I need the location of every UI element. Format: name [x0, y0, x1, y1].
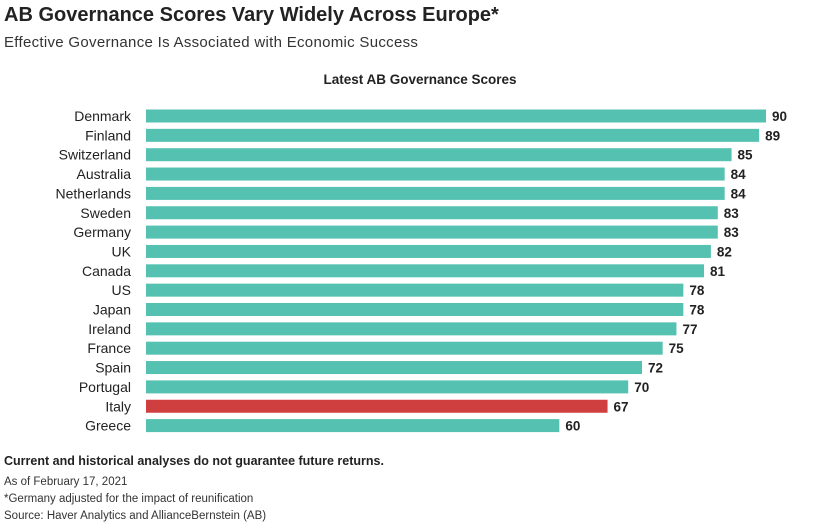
- category-label-germany: Germany: [73, 224, 131, 240]
- footnote: *Germany adjusted for the impact of reun…: [4, 493, 254, 505]
- value-label-uk: 82: [717, 244, 732, 259]
- bar-spain: [146, 361, 642, 375]
- category-label-finland: Finland: [85, 127, 131, 143]
- category-label-spain: Spain: [95, 360, 131, 376]
- as-of-date: As of February 17, 2021: [4, 476, 128, 488]
- bar-ireland: [146, 322, 677, 336]
- source-text: Source: Haver Analytics and AllianceBern…: [4, 510, 267, 522]
- value-label-us: 78: [689, 283, 705, 298]
- value-label-denmark: 90: [772, 109, 787, 124]
- category-label-australia: Australia: [77, 166, 132, 182]
- disclaimer-text: Current and historical analyses do not g…: [4, 454, 384, 468]
- value-label-finland: 89: [765, 128, 780, 143]
- value-label-ireland: 77: [682, 322, 697, 337]
- category-label-denmark: Denmark: [74, 108, 132, 124]
- page-title: AB Governance Scores Vary Widely Across …: [4, 4, 499, 26]
- bar-uk: [146, 244, 711, 258]
- category-label-uk: UK: [112, 243, 132, 259]
- bar-australia: [146, 167, 725, 181]
- category-label-netherlands: Netherlands: [56, 185, 132, 201]
- category-label-ireland: Ireland: [88, 321, 131, 337]
- category-label-canada: Canada: [82, 263, 131, 279]
- value-label-spain: 72: [648, 361, 663, 376]
- value-label-italy: 67: [614, 399, 629, 414]
- bar-germany: [146, 225, 718, 239]
- value-label-netherlands: 84: [731, 186, 747, 201]
- bar-switzerland: [146, 148, 732, 162]
- bar-france: [146, 341, 663, 355]
- category-label-portugal: Portugal: [79, 379, 131, 395]
- bar-canada: [146, 264, 704, 278]
- bar-greece: [146, 419, 560, 433]
- bar-portugal: [146, 380, 629, 394]
- value-label-germany: 83: [724, 225, 740, 240]
- value-label-switzerland: 85: [738, 148, 754, 163]
- chart-title: Latest AB Governance Scores: [323, 72, 517, 87]
- category-label-us: US: [112, 282, 131, 298]
- value-label-greece: 60: [565, 419, 580, 434]
- bar-italy: [146, 399, 608, 413]
- category-label-france: France: [87, 340, 131, 356]
- value-label-canada: 81: [710, 264, 726, 279]
- category-label-italy: Italy: [105, 398, 131, 414]
- value-label-france: 75: [669, 341, 685, 356]
- page-subtitle: Effective Governance Is Associated with …: [4, 34, 419, 51]
- value-label-sweden: 83: [724, 206, 740, 221]
- bar-chart: Denmark 90 Finland 89 Switzerland 85 Australia…: [56, 108, 788, 434]
- bar-denmark: [146, 109, 766, 123]
- category-label-japan: Japan: [93, 302, 131, 318]
- bar-sweden: [146, 206, 718, 220]
- category-label-greece: Greece: [85, 418, 131, 434]
- bar-us: [146, 283, 684, 297]
- value-label-japan: 78: [689, 303, 705, 318]
- value-label-australia: 84: [731, 167, 747, 182]
- category-label-switzerland: Switzerland: [59, 147, 131, 163]
- category-label-sweden: Sweden: [80, 205, 131, 221]
- bar-netherlands: [146, 186, 725, 200]
- bar-finland: [146, 128, 760, 142]
- value-label-portugal: 70: [634, 380, 649, 395]
- bar-japan: [146, 303, 684, 316]
